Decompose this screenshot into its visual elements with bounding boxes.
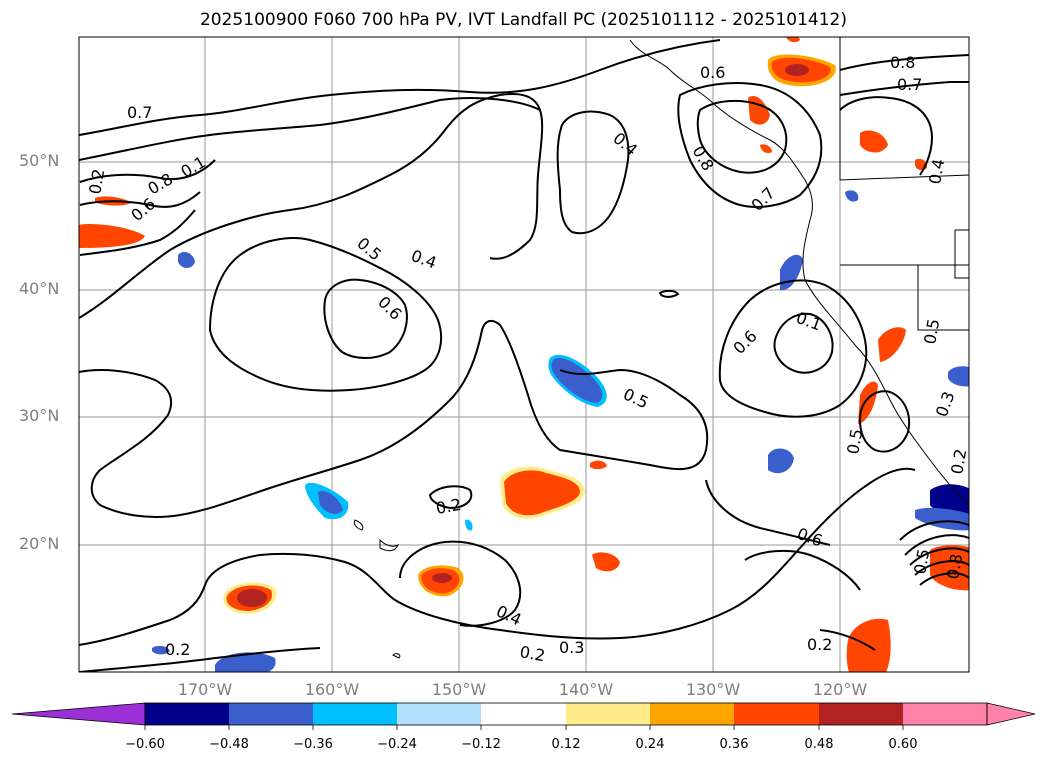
contour-label: 0.7 [127, 103, 152, 122]
positive-anomaly [786, 37, 800, 43]
positive-anomaly [858, 381, 878, 424]
positive-anomaly [590, 460, 607, 470]
lat-label: 30°N [19, 406, 60, 425]
negative-anomaly [178, 251, 195, 268]
coastlines [353, 37, 969, 659]
colorbar-tick-label: 0.60 [888, 737, 918, 752]
colorbar-tick-label: 0.36 [719, 737, 749, 752]
lon-label: 140°W [558, 680, 614, 699]
lon-label: 160°W [304, 680, 360, 699]
colorbar-extend-high [986, 702, 1036, 726]
colorbar-segment [819, 703, 903, 725]
colorbar-tick-label: −0.48 [209, 737, 249, 752]
negative-anomaly [768, 448, 794, 474]
positive-anomaly [878, 327, 906, 362]
map-area: 0.7 0.6 0.8 0.7 0.4 0.8 0.7 0.5 0.4 0.6 … [79, 37, 970, 672]
colorbar-tick-label: −0.24 [377, 737, 417, 752]
lat-label: 40°N [19, 279, 60, 298]
colorbar-segment [566, 703, 650, 725]
colorbar-segment [903, 703, 987, 725]
contour-label: 0.2 [165, 640, 190, 659]
positive-anomaly [504, 470, 580, 516]
contour-label: 0.2 [947, 447, 970, 475]
lon-label: 130°W [685, 680, 741, 699]
colorbar-segment [397, 703, 481, 725]
positive-anomaly [760, 144, 772, 154]
negative-anomaly [845, 190, 859, 202]
negative-anomaly [152, 645, 170, 655]
contour-label: 0.5 [910, 547, 933, 575]
colorbar [11, 702, 1036, 730]
colorbar-tick-label: −0.60 [125, 737, 165, 752]
negative-anomaly [465, 519, 473, 531]
lat-label: 20°N [19, 534, 60, 553]
colorbar-segment [734, 703, 819, 725]
positive-anomaly [592, 552, 620, 572]
lon-label: 150°W [431, 680, 487, 699]
colorbar-tick-label: −0.36 [293, 737, 333, 752]
colorbar-tick-label: −0.12 [461, 737, 501, 752]
negative-anomaly [215, 652, 276, 672]
colorbar-extend-low [11, 702, 146, 726]
colorbar-tick-label: 0.24 [635, 737, 665, 752]
colorbar-tick-label: 0.48 [804, 737, 834, 752]
colorbar-segment [481, 703, 566, 725]
contour-label: 0.5 [920, 317, 943, 345]
negative-anomaly [551, 357, 603, 403]
negative-anomaly [915, 507, 969, 531]
contour-label: 0.4 [925, 157, 948, 185]
positive-anomaly [860, 130, 888, 153]
colorbar-segment [313, 703, 397, 725]
colorbar-segment [650, 703, 734, 725]
contour-label: 0.5 [843, 427, 866, 455]
graticule [79, 37, 969, 672]
contour-label: 0.2 [85, 167, 108, 195]
negative-anomaly [318, 491, 343, 514]
contour-label: 0.8 [943, 552, 966, 580]
lon-label: 170°W [177, 680, 233, 699]
map-frame [78, 36, 970, 673]
contour-label: 0.2 [434, 495, 462, 518]
negative-anomaly [948, 366, 969, 387]
contour-label: 0.2 [807, 635, 832, 654]
colorbar-segment [145, 703, 229, 725]
colorbar-tick-label: 0.12 [551, 737, 581, 752]
map-title: 2025100900 F060 700 hPa PV, IVT Landfall… [199, 10, 847, 30]
lat-label: 50°N [19, 151, 60, 170]
contour-label: 0.8 [890, 53, 915, 72]
positive-anomaly [79, 224, 145, 248]
colorbar-segment [229, 703, 313, 725]
contour-label: 0.7 [897, 75, 922, 94]
positive-anomaly [930, 545, 969, 591]
contour-label: 0.6 [700, 63, 725, 82]
contour-label: 0.3 [559, 638, 584, 657]
pv-contours [79, 39, 969, 672]
lon-label: 120°W [812, 680, 868, 699]
contour-label: 0.2 [518, 642, 546, 665]
